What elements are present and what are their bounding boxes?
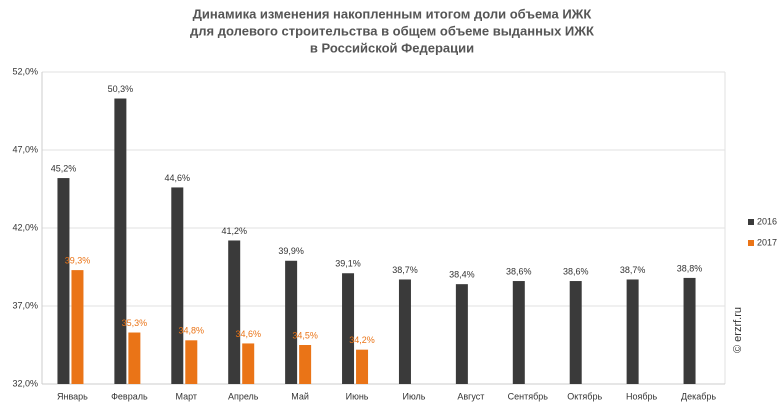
bar [356, 349, 369, 384]
bar [57, 178, 70, 384]
bar [683, 277, 696, 384]
value-label: 38,6% [506, 266, 532, 276]
bar [626, 279, 639, 384]
x-tick-label: Декабрь [681, 391, 716, 401]
x-tick-label: Май [291, 391, 309, 401]
value-label: 34,8% [179, 326, 205, 336]
x-tick-label: Октябрь [567, 391, 602, 401]
chart-title: для долевого строительства в общем объем… [190, 23, 594, 38]
value-label: 35,3% [122, 318, 148, 328]
value-label: 45,2% [51, 163, 77, 173]
value-label: 38,6% [563, 266, 589, 276]
bar [128, 332, 141, 384]
value-label: 39,1% [335, 259, 361, 269]
bar [569, 281, 582, 384]
y-tick-label: 32,0% [12, 378, 38, 388]
bar [455, 284, 468, 384]
value-label: 38,8% [677, 263, 703, 273]
x-tick-label: Февраль [111, 391, 148, 401]
bar [71, 270, 84, 384]
bar [171, 187, 184, 384]
y-tick-label: 52,0% [12, 66, 38, 76]
legend-swatch [748, 219, 754, 225]
x-tick-label: Март [176, 391, 198, 401]
bar [242, 343, 255, 384]
value-label: 50,3% [108, 84, 134, 94]
value-label: 38,4% [449, 270, 475, 280]
value-label: 39,9% [278, 246, 304, 256]
value-label: 34,6% [235, 329, 261, 339]
bar [185, 340, 198, 384]
x-tick-label: Ноябрь [626, 391, 658, 401]
bar [228, 240, 241, 384]
value-label: 38,7% [392, 265, 418, 275]
x-tick-label: Июнь [346, 391, 369, 401]
watermark: © erzrf.ru [732, 307, 744, 353]
value-label: 44,6% [165, 173, 191, 183]
legend-label: 2016 [757, 216, 777, 226]
bar [299, 345, 312, 384]
x-tick-label: Сентябрь [508, 391, 549, 401]
x-tick-label: Апрель [228, 391, 259, 401]
bar [285, 260, 298, 384]
chart-title: в Российской Федерации [310, 40, 474, 55]
bar [342, 273, 355, 384]
legend-label: 2017 [757, 237, 777, 247]
value-label: 34,5% [292, 330, 318, 340]
legend-swatch [748, 240, 754, 246]
y-tick-label: 42,0% [12, 222, 38, 232]
value-label: 38,7% [620, 265, 646, 275]
y-tick-label: 47,0% [12, 144, 38, 154]
x-tick-label: Август [457, 391, 484, 401]
bar [398, 279, 411, 384]
x-tick-label: Июль [402, 391, 425, 401]
value-label: 41,2% [221, 226, 247, 236]
bar [114, 98, 127, 385]
chart-title: Динамика изменения накопленным итогом до… [193, 6, 592, 21]
value-label: 39,3% [65, 255, 91, 265]
bar [512, 281, 525, 384]
value-label: 34,2% [349, 335, 375, 345]
x-tick-label: Январь [57, 391, 88, 401]
y-tick-label: 37,0% [12, 300, 38, 310]
